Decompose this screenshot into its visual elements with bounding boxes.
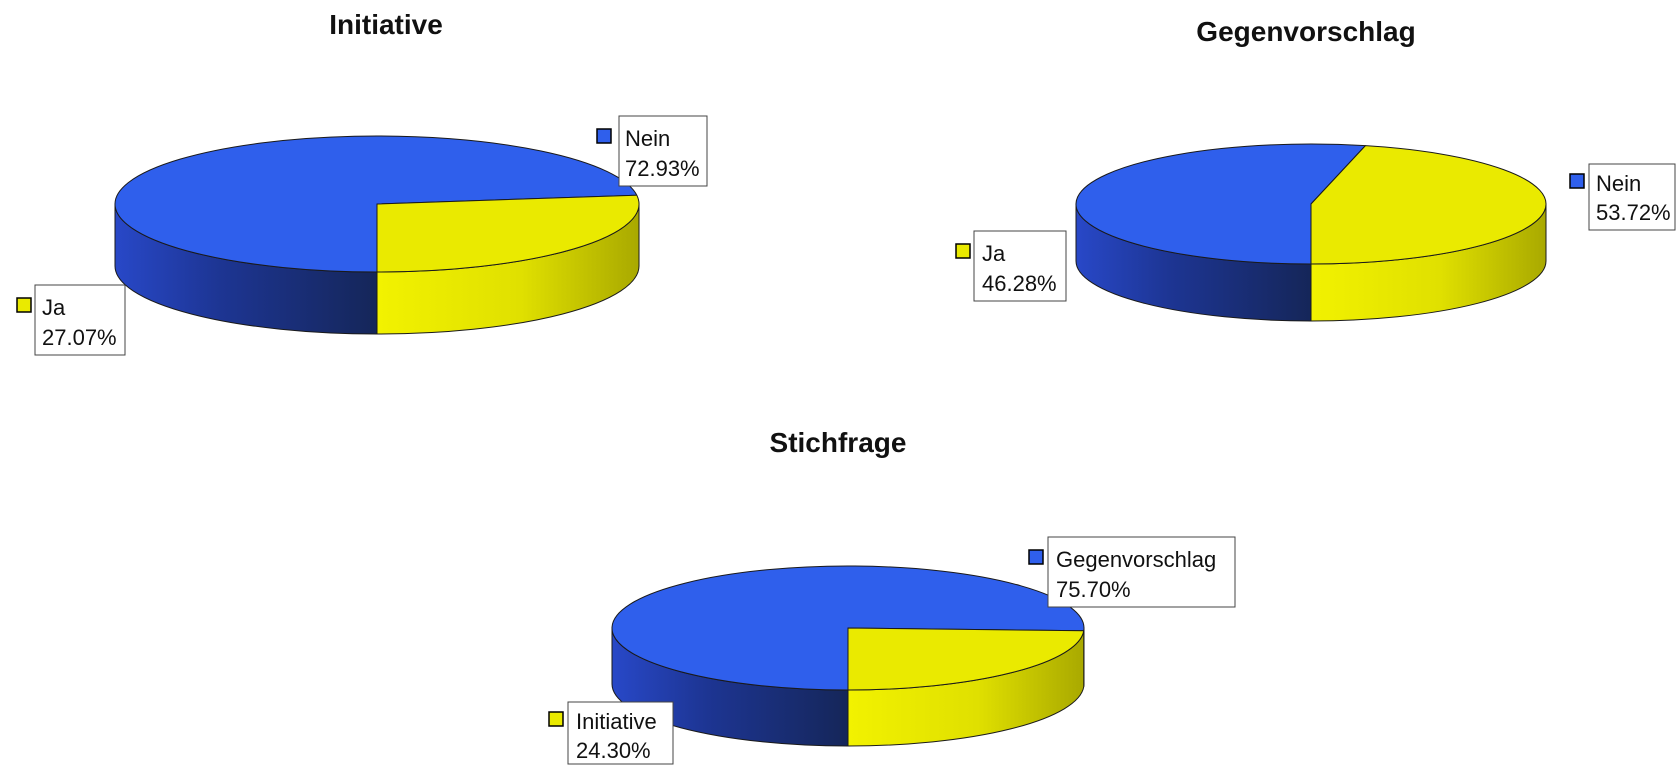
- slice-label: Nein: [1596, 171, 1641, 196]
- legend-swatch-initiative: [548, 711, 564, 727]
- chart-initiative: Initiative Nein 72.93% Ja 27.07%: [16, 9, 708, 356]
- slice-value-label: 75.70%: [1056, 577, 1131, 602]
- legend-swatch-ja: [16, 297, 32, 313]
- legend-label-nein-initiative: Nein 72.93%: [596, 115, 708, 187]
- legend-label-ja-gegenvorschlag: Ja 46.28%: [955, 230, 1067, 302]
- chart-title-gegenvorschlag: Gegenvorschlag: [1196, 16, 1415, 47]
- chart-title-initiative: Initiative: [329, 9, 443, 40]
- chart-title-stichfrage: Stichfrage: [770, 427, 907, 458]
- legend-swatch-gegenvorschlag: [1028, 549, 1044, 565]
- slice-label: Initiative: [576, 709, 657, 734]
- pie-slice-nein: [1075, 143, 1366, 265]
- pie-slice-nein: [114, 135, 638, 273]
- slice-label: Gegenvorschlag: [1056, 547, 1216, 572]
- legend-swatch-nein: [596, 128, 612, 144]
- chart-stichfrage: Stichfrage Gegenvorschlag 75.70% Initiat…: [548, 427, 1236, 765]
- chart-gegenvorschlag: Gegenvorschlag Nein 53.72% Ja 46.28%: [955, 16, 1676, 322]
- legend-label-ja-initiative: Ja 27.07%: [16, 284, 126, 356]
- slice-label: Ja: [42, 295, 66, 320]
- slice-value-label: 72.93%: [625, 156, 700, 181]
- pie-slice-initiative: [847, 627, 1085, 691]
- slice-value-label: 53.72%: [1596, 200, 1671, 225]
- pie-initiative: [114, 135, 640, 335]
- legend-label-initiative-stichfrage: Initiative 24.30%: [548, 701, 674, 765]
- pie-stichfrage: [611, 565, 1085, 747]
- slice-value-label: 27.07%: [42, 325, 117, 350]
- slice-value-label: 46.28%: [982, 271, 1057, 296]
- slice-label: Ja: [982, 241, 1006, 266]
- pie-gegenvorschlag: [1075, 143, 1547, 322]
- legend-label-gegenvorschlag-stichfrage: Gegenvorschlag 75.70%: [1028, 536, 1236, 608]
- pie-slice-ja: [376, 194, 640, 273]
- slice-label: Nein: [625, 126, 670, 151]
- slice-value-label: 24.30%: [576, 738, 651, 763]
- legend-swatch-nein: [1569, 173, 1585, 189]
- legend-swatch-ja: [955, 243, 971, 259]
- legend-label-nein-gegenvorschlag: Nein 53.72%: [1569, 163, 1676, 231]
- pie-slice-ja: [1310, 145, 1547, 265]
